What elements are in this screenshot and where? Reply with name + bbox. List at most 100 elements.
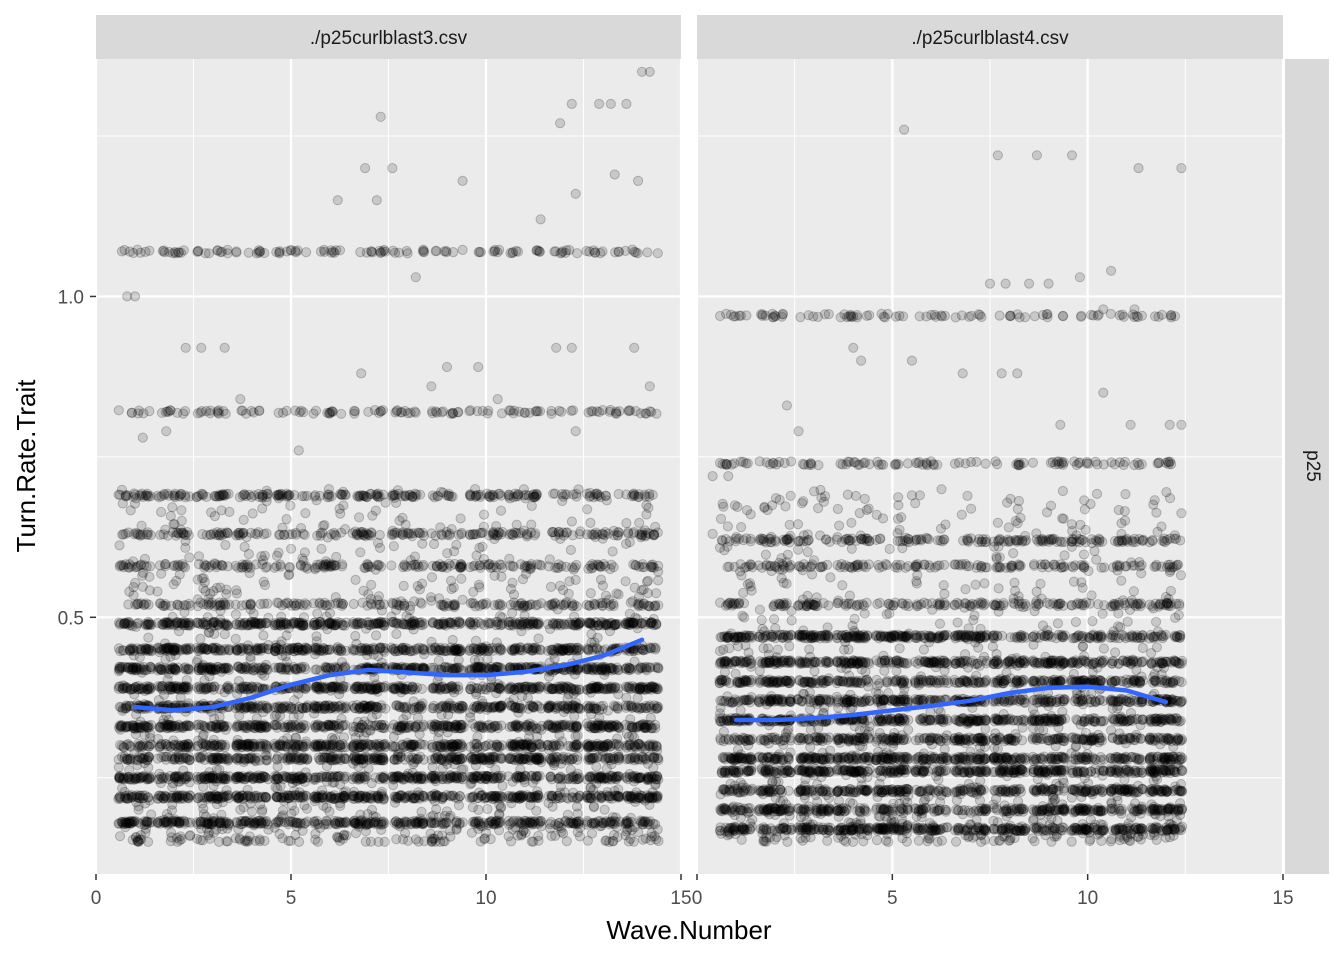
data-point bbox=[155, 663, 166, 674]
data-point bbox=[136, 598, 147, 609]
data-point bbox=[363, 818, 374, 829]
data-point bbox=[299, 818, 310, 830]
data-point bbox=[395, 819, 406, 830]
data-point bbox=[121, 818, 132, 829]
data-point bbox=[451, 817, 462, 828]
data-point bbox=[309, 816, 320, 827]
data-point bbox=[174, 816, 185, 827]
data-point bbox=[416, 818, 427, 829]
data-point bbox=[334, 818, 345, 829]
data-point bbox=[373, 819, 384, 830]
data-point bbox=[584, 617, 596, 628]
data-point bbox=[348, 598, 359, 610]
data-point bbox=[650, 601, 661, 612]
data-point bbox=[320, 818, 332, 829]
data-point bbox=[376, 816, 387, 827]
data-point bbox=[174, 817, 185, 828]
data-point bbox=[332, 819, 343, 830]
data-point bbox=[441, 817, 452, 828]
data-point bbox=[201, 817, 213, 828]
data-point bbox=[275, 816, 286, 828]
data-point bbox=[114, 619, 125, 630]
data-point bbox=[123, 817, 134, 828]
data-point bbox=[429, 818, 440, 829]
data-point bbox=[353, 681, 365, 692]
data-point bbox=[494, 598, 505, 610]
data-point bbox=[418, 818, 429, 829]
data-point bbox=[335, 817, 346, 828]
data-point bbox=[293, 818, 304, 829]
data-point bbox=[140, 816, 151, 827]
data-point bbox=[353, 819, 364, 830]
data-point bbox=[323, 819, 334, 830]
data-point bbox=[486, 816, 497, 827]
data-point bbox=[119, 817, 130, 828]
data-point bbox=[488, 819, 500, 830]
data-point bbox=[207, 817, 218, 828]
data-point bbox=[484, 817, 495, 829]
data-point bbox=[158, 817, 169, 828]
data-point bbox=[417, 818, 428, 830]
data-point bbox=[451, 817, 462, 829]
data-point bbox=[283, 817, 294, 828]
data-point bbox=[142, 816, 153, 827]
data-point bbox=[311, 664, 322, 675]
data-point bbox=[214, 816, 226, 828]
data-point bbox=[520, 815, 532, 827]
data-point bbox=[527, 701, 538, 712]
data-point bbox=[633, 664, 644, 676]
data-point bbox=[329, 815, 340, 826]
data-point bbox=[467, 816, 478, 828]
data-point bbox=[274, 662, 285, 673]
data-point bbox=[590, 662, 601, 673]
data-point bbox=[257, 816, 268, 827]
data-point bbox=[350, 818, 361, 829]
data-point bbox=[215, 818, 226, 829]
data-point bbox=[409, 815, 420, 827]
data-point bbox=[237, 819, 248, 830]
data-point bbox=[478, 817, 490, 829]
data-point bbox=[298, 752, 309, 763]
data-point bbox=[379, 818, 390, 829]
data-point bbox=[490, 816, 502, 827]
data-point bbox=[370, 816, 381, 827]
data-point bbox=[175, 816, 186, 827]
data-point bbox=[330, 817, 341, 828]
data-point bbox=[202, 819, 213, 830]
data-point bbox=[426, 818, 437, 829]
data-point bbox=[361, 819, 372, 830]
data-point bbox=[457, 817, 468, 828]
data-point bbox=[610, 773, 621, 784]
data-point bbox=[123, 818, 135, 829]
data-point bbox=[154, 598, 165, 609]
data-point bbox=[116, 560, 127, 571]
data-point bbox=[479, 684, 490, 695]
data-point bbox=[144, 817, 155, 829]
data-point bbox=[120, 817, 132, 829]
data-point bbox=[146, 816, 157, 828]
data-point bbox=[252, 816, 263, 827]
grid-right bbox=[695, 59, 1285, 874]
data-point bbox=[399, 816, 410, 827]
data-point bbox=[368, 817, 379, 828]
data-point bbox=[373, 818, 384, 829]
data-point bbox=[255, 818, 266, 829]
data-point bbox=[401, 819, 412, 830]
data-point bbox=[435, 817, 446, 828]
data-point bbox=[223, 818, 234, 829]
grid-left bbox=[94, 59, 683, 874]
data-point bbox=[428, 818, 440, 829]
data-point bbox=[350, 817, 361, 828]
data-point bbox=[411, 818, 422, 829]
data-point bbox=[218, 818, 229, 829]
data-point bbox=[249, 617, 260, 628]
data-point bbox=[365, 818, 376, 829]
data-point bbox=[178, 815, 189, 826]
data-point bbox=[171, 816, 182, 828]
data-point bbox=[454, 817, 465, 829]
data-point bbox=[350, 818, 361, 829]
data-point bbox=[309, 818, 321, 830]
data-point bbox=[571, 740, 582, 751]
data-point bbox=[605, 617, 617, 628]
data-point bbox=[237, 816, 248, 827]
